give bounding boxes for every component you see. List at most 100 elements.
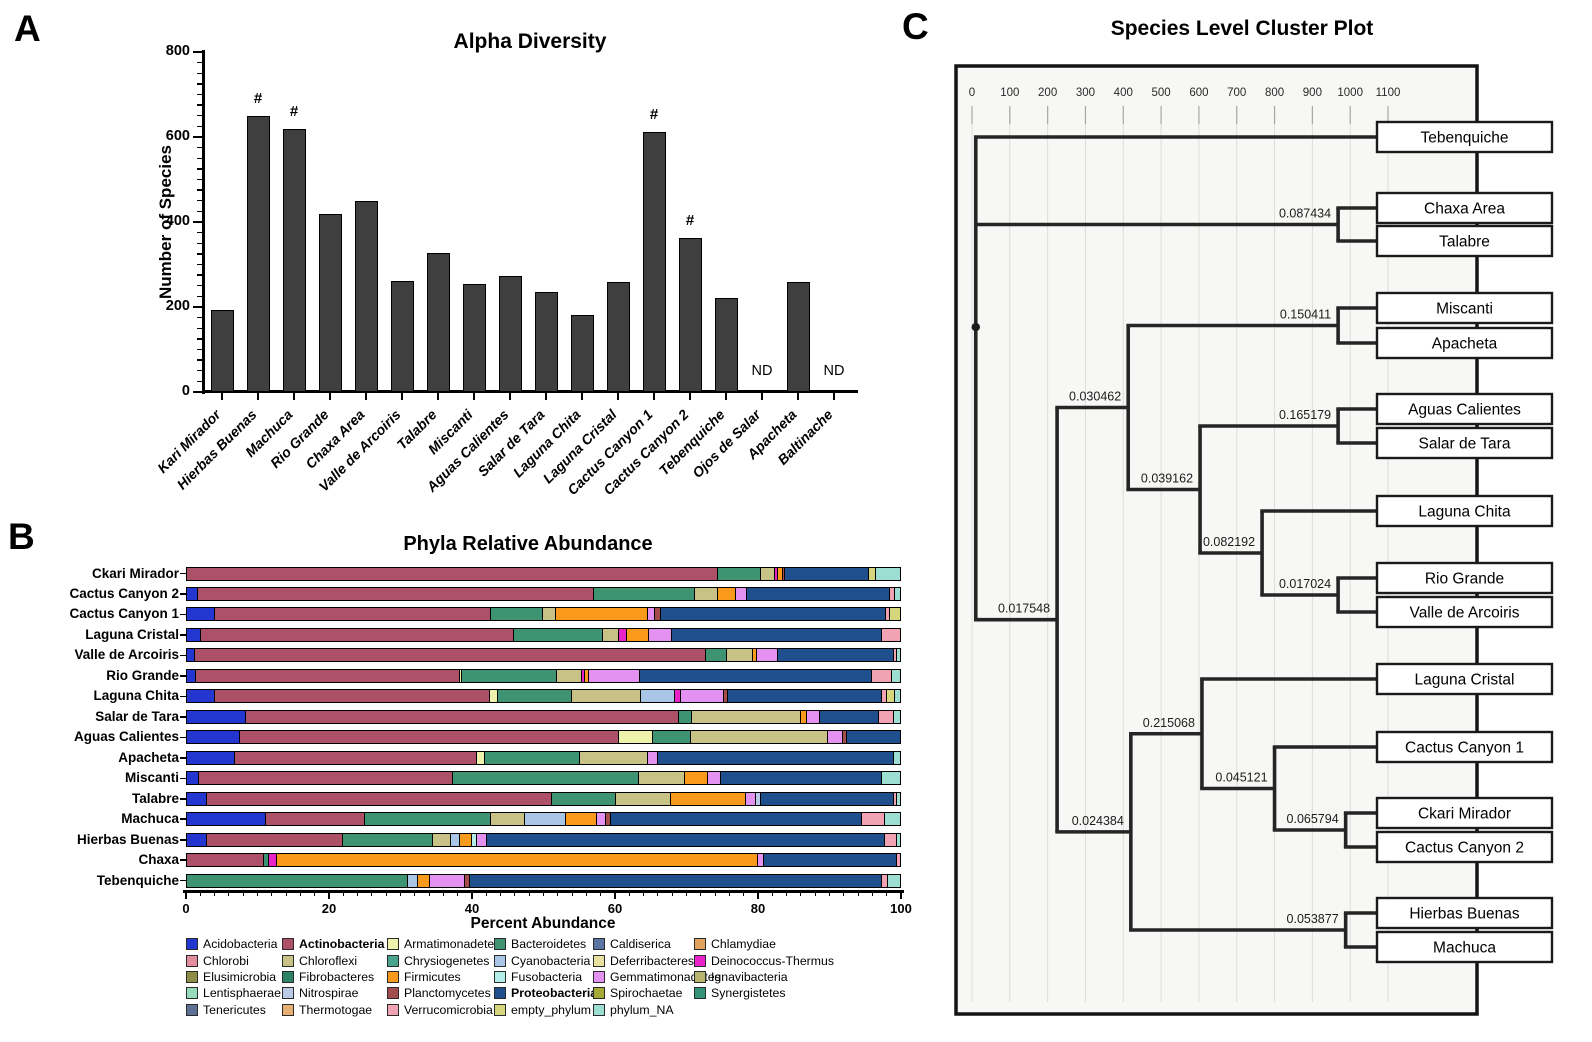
legend-item-armatimonadetes: Armatimonadetes — [387, 937, 500, 951]
segment-bacteroidetes — [704, 649, 726, 662]
alpha-x-tick — [617, 392, 619, 400]
bar-laguna-cristal — [606, 282, 630, 392]
phyla-x-minor-tick — [428, 892, 430, 896]
segment-proteobacteria — [760, 792, 893, 805]
segment-actinobacteria — [265, 813, 364, 826]
segment-firmicutes — [777, 567, 782, 580]
phyla-x-minor-tick — [786, 892, 788, 896]
axis-tick-label: 800 — [1265, 87, 1284, 99]
segment-proteobacteria — [784, 567, 868, 580]
phyla-x-major-tick — [185, 892, 187, 899]
alpha-x-tick — [257, 392, 259, 400]
alpha-y-minor-tick — [197, 200, 202, 202]
legend-item-synergistetes: Synergistetes — [694, 986, 834, 1000]
leaf-label: Laguna Cristal — [1415, 672, 1515, 689]
alpha-y-minor-tick — [197, 115, 202, 117]
segment-verrucomicrobia — [892, 792, 897, 805]
segment-chloroflexi — [432, 833, 451, 846]
node-value-label: 0.045121 — [1215, 771, 1267, 785]
stacked-bar-apacheta — [186, 750, 901, 765]
phyla-x-minor-tick — [814, 892, 816, 896]
legend-swatch-firmicutes — [387, 970, 399, 983]
segment-nitrospirae — [754, 792, 761, 805]
leaf-box-miscanti — [1375, 291, 1554, 325]
alpha-y-minor-tick — [197, 285, 202, 287]
phyla-x-minor-tick — [514, 892, 516, 896]
segment-bacteroidetes — [187, 874, 407, 887]
segment-acidobacteria — [187, 628, 200, 641]
leaf-box-cactus-canyon-2 — [1375, 830, 1554, 864]
row-label: Cactus Canyon 1 — [69, 606, 179, 622]
segment-deinococcus-thermus — [268, 854, 277, 867]
segment-chloroflexi — [691, 710, 801, 723]
alpha-y-minor-tick — [197, 316, 202, 319]
segment-verrucomicrobia — [883, 833, 897, 846]
legend-swatch-chlorobi — [186, 954, 198, 967]
segment-gemmatimonadetes — [648, 628, 672, 641]
legend-label: Acidobacteria — [203, 937, 278, 952]
phyla-x-minor-tick — [242, 892, 244, 896]
phyla-x-minor-tick — [400, 892, 401, 896]
panel-b-letter: B — [8, 516, 35, 557]
phyla-x-major-tick — [328, 892, 330, 899]
segment-actinobacteria — [206, 792, 552, 805]
segment-bacteroidetes — [460, 669, 556, 682]
bar-apacheta — [786, 281, 810, 392]
segment-phylum_na — [892, 710, 900, 723]
segment-firmicutes — [683, 772, 707, 785]
alpha-y-minor-tick — [197, 210, 202, 213]
legend-item-chrysiogenetes: Chrysiogenetes — [387, 954, 494, 968]
phyla-x-minor-tick — [686, 892, 687, 896]
phyla-x-minor-tick — [843, 892, 845, 896]
node-value-label: 0.087434 — [1279, 207, 1331, 221]
legend-label: Elusimicrobia — [203, 969, 277, 984]
legend-label: Actinobacteria — [299, 937, 385, 952]
node-value-label: 0.030462 — [1069, 390, 1121, 404]
legend-item-fibrobacteres: Fibrobacteres — [282, 970, 387, 984]
row-label: Hierbas Buenas — [76, 831, 179, 847]
legend-item-lentisphaerae: Lentisphaerae — [186, 986, 282, 1000]
alpha-y-minor-tick — [197, 125, 202, 128]
row-tick — [180, 716, 186, 718]
segment-gemmatimonadetes — [596, 813, 605, 826]
segment-chloroflexi — [601, 628, 619, 641]
segment-actinobacteria — [214, 608, 491, 621]
row-tick — [180, 654, 186, 657]
segment-chloroflexi — [759, 567, 774, 580]
phyla-x-minor-tick — [771, 892, 773, 896]
legend-swatch-planctomycetes — [387, 987, 399, 1000]
phyla-x-minor-tick — [500, 892, 502, 896]
phyla-x-minor-tick — [886, 892, 888, 896]
legend-label: empty_phylum — [511, 1002, 591, 1017]
row-label: Valle de Arcoiris — [74, 647, 179, 663]
segment-gemmatimonadetes — [734, 587, 746, 600]
legend-item-acidobacteria: Acidobacteria — [186, 937, 282, 951]
legend-swatch-verrucomicrobia — [387, 1003, 399, 1016]
row-tick — [180, 613, 186, 616]
segment-acidobacteria — [187, 710, 245, 723]
segment-firmicutes — [626, 628, 649, 641]
segment-phylum_na — [880, 772, 900, 785]
segment-phylum_na — [887, 874, 900, 887]
segment-planctomycetes — [781, 567, 785, 580]
row-tick — [180, 797, 186, 800]
segment-actinobacteria — [194, 669, 459, 682]
legend-item-fusobacteria: Fusobacteria — [494, 970, 593, 984]
segment-acidobacteria — [187, 649, 195, 662]
row-label: Aguas Calientes — [73, 729, 179, 745]
row-label: Laguna Cristal — [85, 626, 179, 642]
segment-verrucomicrobia — [889, 587, 895, 600]
stacked-bar-laguna-cristal — [186, 627, 901, 642]
phyla-x-minor-tick — [214, 892, 216, 896]
stacked-bar-rio-grande — [186, 668, 901, 683]
phyla-x-minor-tick — [628, 892, 630, 896]
legend-label: Proteobacteria — [511, 986, 598, 1001]
stacked-bar-cactus-canyon-2 — [186, 586, 901, 601]
leaf-box-machuca — [1375, 930, 1554, 964]
segment-actinobacteria — [196, 587, 594, 600]
segment-cyanobacteria — [639, 690, 674, 703]
alpha-y-minor-tick — [197, 157, 202, 159]
leaf-box-talabre — [1375, 224, 1554, 258]
legend-swatch-empty_phylum — [494, 1003, 506, 1016]
segment-planctomycetes — [723, 690, 728, 703]
